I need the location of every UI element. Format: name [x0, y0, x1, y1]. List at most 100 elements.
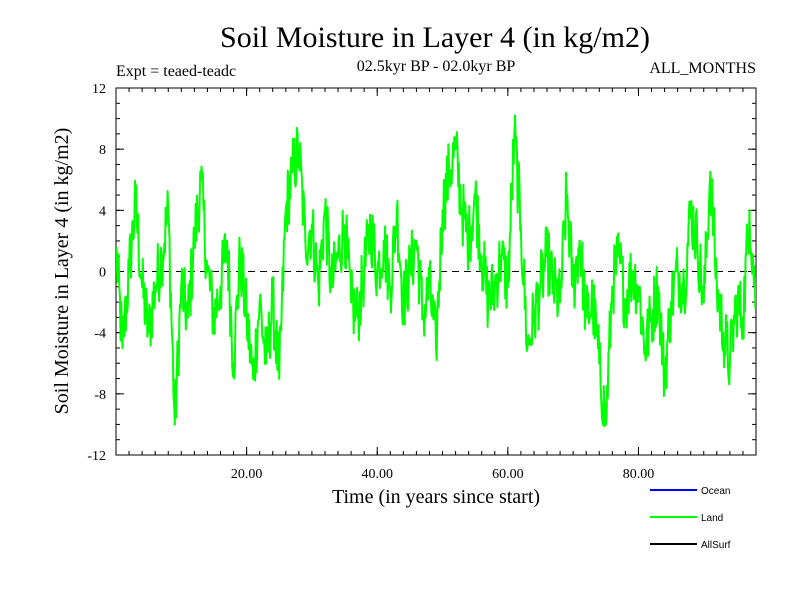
y-tick-label: -12	[87, 449, 106, 464]
data-point	[310, 224, 314, 227]
data-point	[193, 239, 196, 243]
data-point	[186, 316, 190, 319]
data-point	[709, 170, 712, 174]
data-point	[611, 285, 614, 288]
data-point	[643, 346, 647, 350]
data-point	[624, 300, 627, 304]
legend-label-land: Land	[701, 513, 723, 524]
y-tick-label: 0	[99, 266, 106, 281]
data-point	[167, 209, 170, 212]
data-point	[578, 239, 581, 243]
chart-title: Soil Moisture in Layer 4 (in kg/m2)	[220, 21, 650, 54]
data-point	[336, 255, 340, 258]
data-point	[650, 316, 653, 319]
data-point	[663, 377, 666, 380]
data-point	[376, 270, 379, 273]
y-tick-label: 12	[92, 82, 106, 97]
data-point	[545, 255, 549, 258]
data-point	[428, 285, 431, 288]
data-point	[258, 300, 261, 304]
data-point	[598, 362, 601, 365]
data-point	[617, 255, 621, 258]
months-label: ALL_MONTHS	[649, 60, 756, 77]
data-point	[421, 316, 425, 319]
y-tick-label: -4	[94, 327, 106, 342]
data-point	[500, 255, 503, 258]
data-point	[271, 300, 274, 304]
data-point	[748, 209, 751, 212]
data-point	[330, 285, 333, 288]
data-point	[493, 285, 496, 288]
data-point	[317, 285, 320, 288]
x-tick-label: 20.00	[231, 467, 263, 482]
data-point	[669, 300, 673, 304]
data-point	[467, 239, 470, 243]
data-point	[715, 285, 719, 288]
data-point	[278, 377, 281, 380]
y-tick-label: -8	[94, 388, 106, 403]
data-point	[127, 270, 131, 273]
y-tick-label: 8	[99, 143, 106, 158]
data-point	[585, 316, 588, 319]
data-point	[487, 300, 490, 304]
y-axis-label: Soil Moisture in Layer 4 (in kg/m2)	[51, 128, 73, 415]
data-point	[565, 193, 568, 197]
x-tick-label: 40.00	[361, 467, 393, 482]
data-point	[519, 224, 523, 227]
data-point	[454, 147, 457, 151]
data-point	[232, 362, 235, 365]
data-point	[402, 300, 405, 304]
data-point	[180, 285, 183, 288]
data-point	[382, 239, 385, 243]
data-point	[702, 300, 705, 304]
data-point	[199, 178, 203, 181]
data-point	[349, 300, 353, 304]
data-point	[206, 270, 209, 273]
series-line-land	[116, 114, 756, 428]
data-point	[153, 285, 157, 288]
data-point	[604, 423, 607, 426]
data-point	[434, 346, 438, 350]
data-point	[728, 362, 732, 365]
legend-label-ocean: Ocean	[701, 486, 730, 497]
data-point	[160, 255, 163, 258]
data-point	[513, 132, 516, 136]
data-point	[219, 285, 222, 288]
x-tick-label: 60.00	[492, 467, 524, 482]
data-point	[637, 285, 640, 288]
data-point	[539, 285, 542, 288]
period-label: 02.5kyr BP - 02.0kyr BP	[357, 58, 516, 75]
data-point	[532, 316, 536, 319]
data-point	[689, 209, 692, 212]
data-point	[682, 285, 686, 288]
data-point	[552, 285, 555, 288]
data-point	[460, 209, 464, 212]
x-tick-label: 80.00	[623, 467, 655, 482]
data-point	[343, 224, 346, 227]
data-point	[297, 147, 301, 151]
data-point	[735, 300, 738, 304]
data-point	[173, 423, 176, 426]
data-point	[265, 362, 268, 365]
data-point	[212, 316, 216, 319]
data-point	[395, 209, 399, 212]
data-point	[362, 270, 366, 273]
data-point	[147, 331, 150, 334]
data-point	[389, 285, 392, 288]
data-point	[304, 239, 307, 243]
data-point	[656, 285, 660, 288]
data-point	[415, 239, 418, 243]
data-point	[284, 209, 287, 212]
data-point	[369, 224, 372, 227]
data-point	[356, 316, 359, 319]
data-point	[408, 270, 412, 273]
data-point	[558, 300, 562, 304]
data-point	[225, 239, 229, 243]
experiment-label: Expt = teaed-teadc	[116, 63, 236, 80]
data-point	[251, 377, 255, 380]
data-point	[696, 239, 699, 243]
legend-label-allsurf: AllSurf	[701, 540, 731, 551]
data-point	[473, 193, 477, 197]
data-point	[116, 247, 118, 250]
